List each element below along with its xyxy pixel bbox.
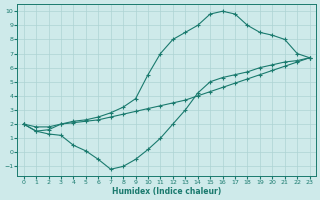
X-axis label: Humidex (Indice chaleur): Humidex (Indice chaleur) [112,187,221,196]
